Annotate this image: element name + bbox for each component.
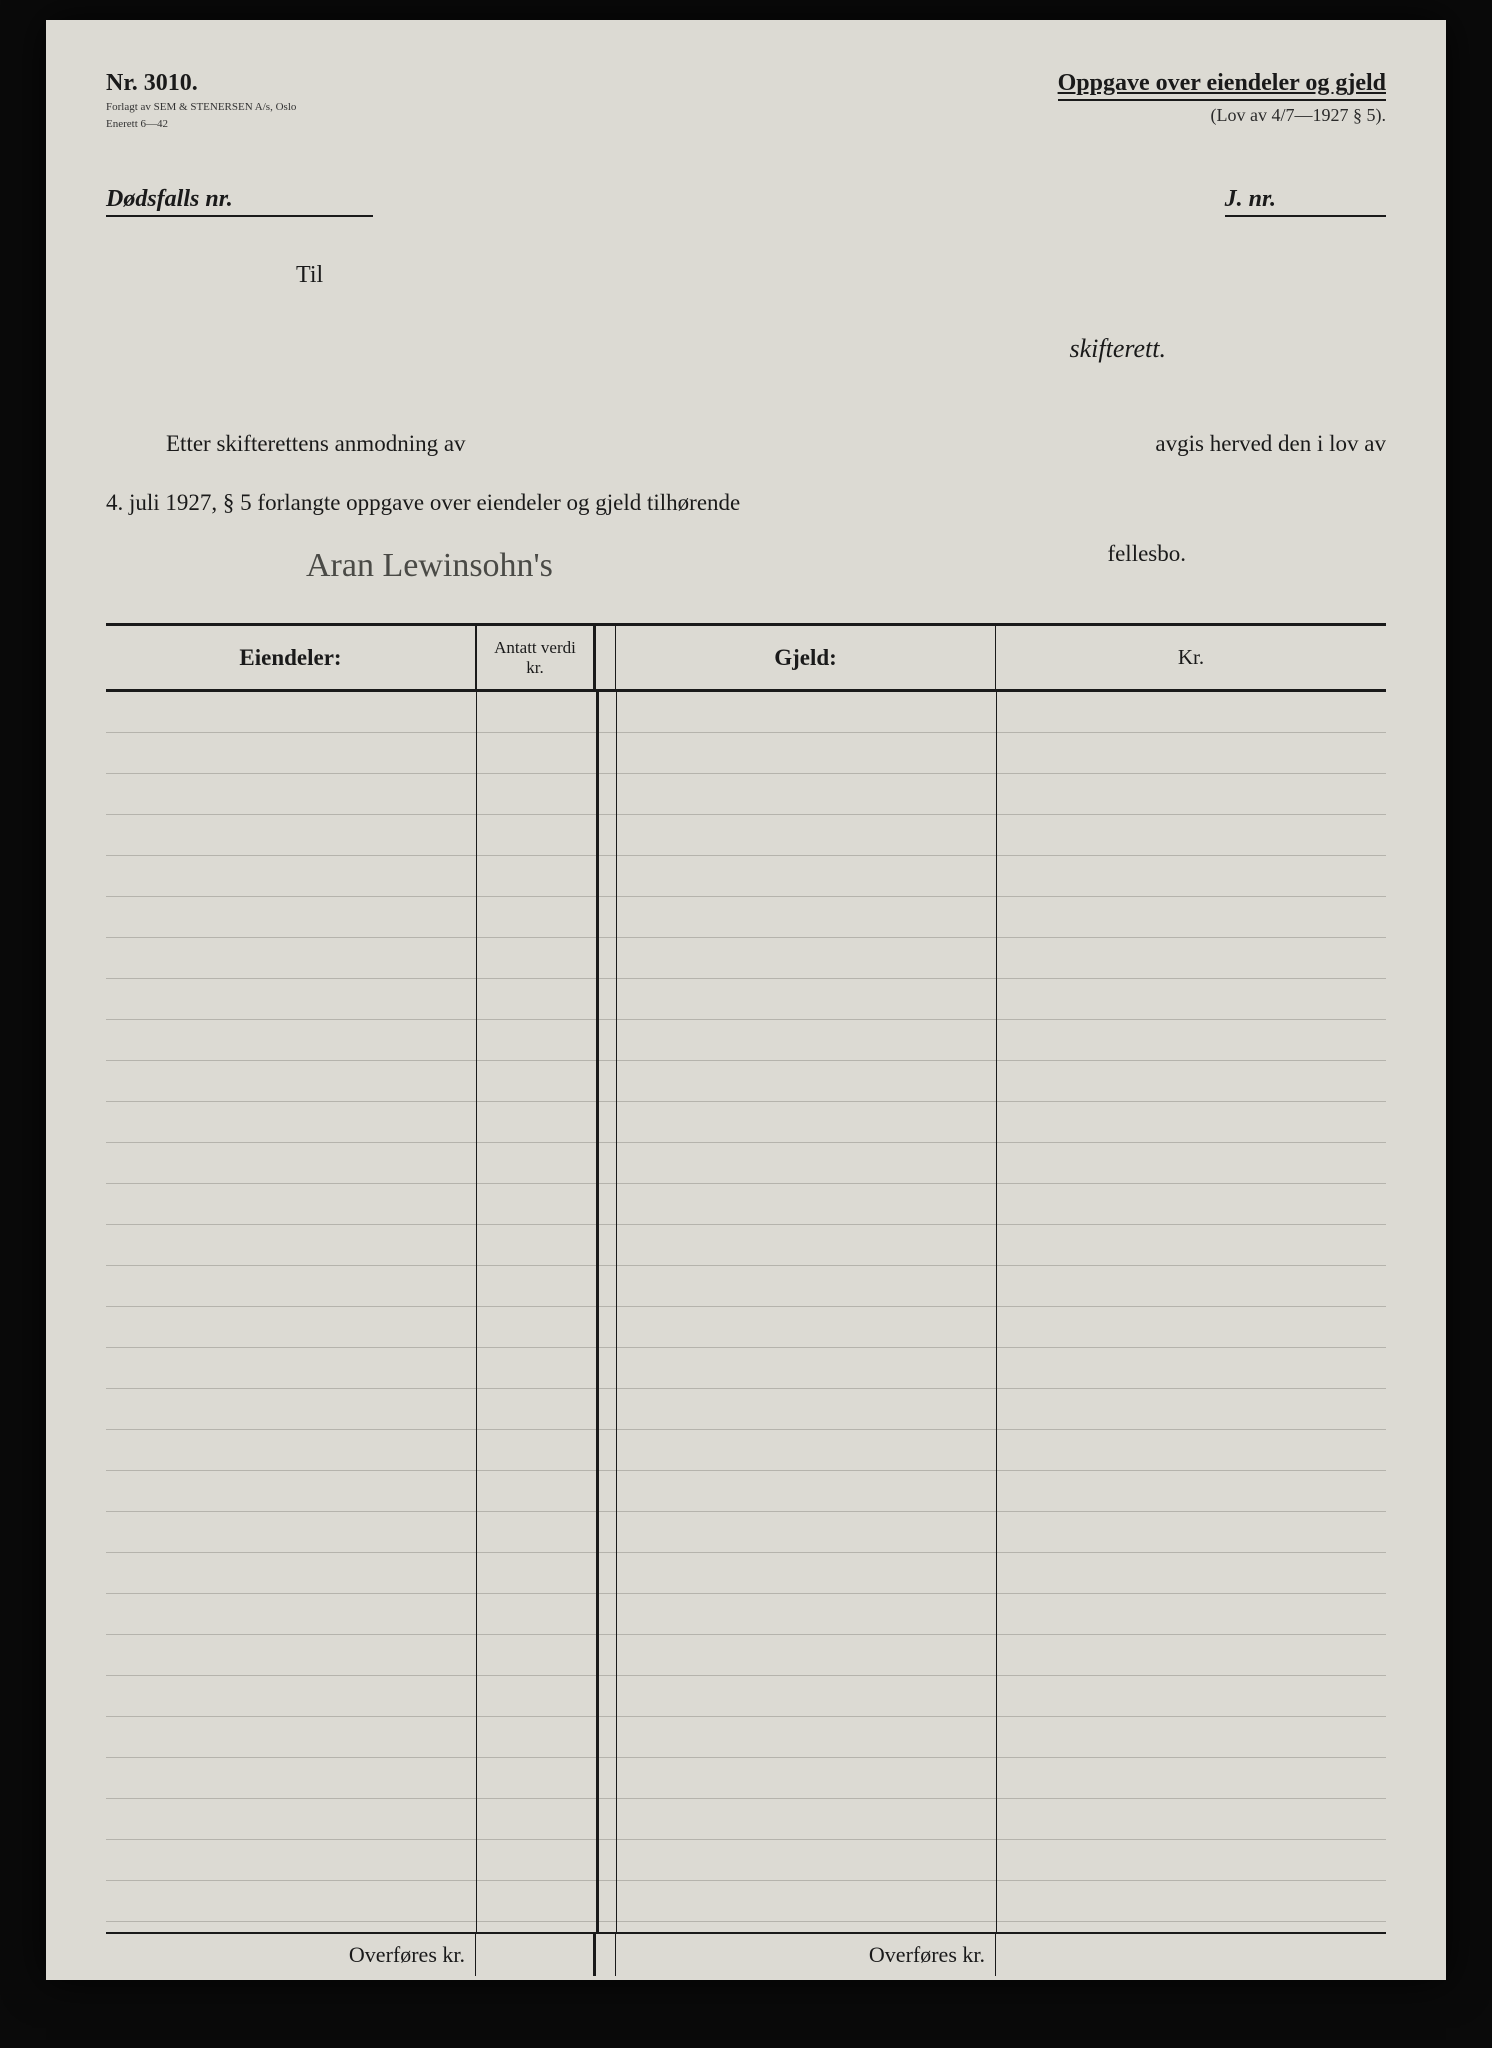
ledger-header: Eiendeler: Antatt verdi kr. Gjeld: Kr. [106,626,1386,692]
ledger-body [106,692,1386,1932]
header-row: Nr. 3010. Forlagt av SEM & STENERSEN A/s… [106,70,1386,131]
col-gap [596,626,616,689]
fellesbo-label: fellesbo. [1107,529,1386,580]
form-number: Nr. 3010. [106,70,296,97]
name-row: Aran Lewinsohn's fellesbo. [106,529,1386,604]
col-header-gjeld: Gjeld: [616,626,996,689]
footer-overfores-right: Overføres kr. [616,1934,996,1976]
col-header-kr: Kr. [996,626,1386,689]
vline-3 [616,692,617,1932]
footer-blank-2 [996,1934,1386,1976]
form-page: Nr. 3010. Forlagt av SEM & STENERSEN A/s… [46,20,1446,1980]
body-text: Etter skifterettens anmodning av avgis h… [106,419,1386,603]
dodsfall-nr-label: Dødsfalls nr. [106,186,373,217]
body-line1-right: avgis herved den i lov av [1155,419,1386,470]
ledger-footer: Overføres kr. Overføres kr. [106,1932,1386,1976]
antatt-line2: kr. [526,658,543,678]
body-line1-left: Etter skifterettens anmodning av [106,419,466,470]
vline-4 [996,692,997,1932]
vline-2-thick [596,692,599,1932]
publisher-line2: Enerett 6—42 [106,118,296,131]
til-label: Til [296,262,1386,289]
form-title: Oppgave over eiendeler og gjeld [1058,70,1386,101]
antatt-line1: Antatt verdi [494,638,576,658]
law-reference: (Lov av 4/7—1927 § 5). [1058,105,1386,126]
header-right: Oppgave over eiendeler og gjeld (Lov av … [1058,70,1386,126]
jnr-label: J. nr. [1225,186,1386,217]
footer-blank-1 [476,1934,596,1976]
body-line-1: Etter skifterettens anmodning av avgis h… [106,419,1386,470]
header-left: Nr. 3010. Forlagt av SEM & STENERSEN A/s… [106,70,296,131]
col-header-eiendeler: Eiendeler: [106,626,476,689]
footer-overfores-left: Overføres kr. [106,1934,476,1976]
reference-row: Dødsfalls nr. J. nr. [106,186,1386,217]
footer-gap [596,1934,616,1976]
vline-1 [476,692,477,1932]
body-line-2: 4. juli 1927, § 5 forlangte oppgave over… [106,478,1386,529]
skifterett-label: skifterett. [106,334,1386,364]
col-header-antatt: Antatt verdi kr. [476,626,596,689]
publisher-line1: Forlagt av SEM & STENERSEN A/s, Oslo [106,101,296,114]
handwritten-name: Aran Lewinsohn's [106,529,553,604]
ledger-table: Eiendeler: Antatt verdi kr. Gjeld: Kr. O… [106,623,1386,1976]
